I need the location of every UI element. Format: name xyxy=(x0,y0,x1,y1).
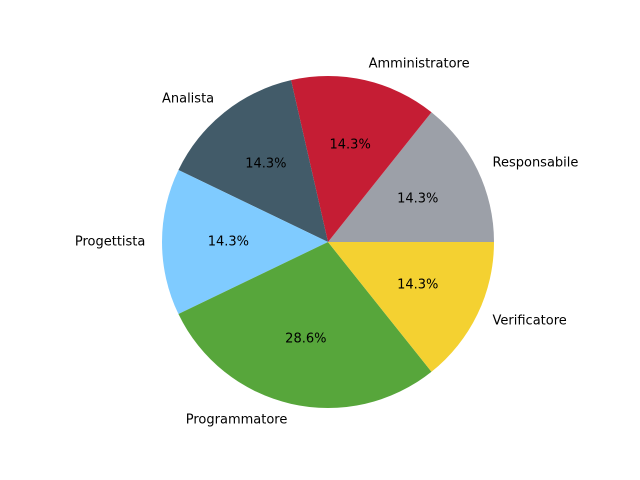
pie-category-label-analista: Analista xyxy=(162,92,214,107)
pie-slice-programmatore xyxy=(178,242,432,408)
pie-percent-label-progettista: 14.3% xyxy=(208,235,249,250)
pie-slice-amministratore xyxy=(291,75,432,242)
pie-category-label-progettista: Progettista xyxy=(75,235,146,250)
pie-percent-label-responsabile: 14.3% xyxy=(397,191,438,206)
pie-percent-label-programmatore: 28.6% xyxy=(285,332,326,347)
slices-layer xyxy=(162,75,494,408)
pie-percent-label-analista: 14.3% xyxy=(245,157,286,172)
pie-category-label-verificatore: Verificatore xyxy=(493,314,567,329)
pie-percent-label-amministratore: 14.3% xyxy=(330,137,371,152)
percent-labels-layer: 14.3% 14.3% 14.3% 14.3% 28.6% 14.3% xyxy=(208,137,439,346)
pie-slice-responsabile xyxy=(328,112,494,242)
category-labels-layer: Responsabile Amministratore Analista Proget… xyxy=(75,56,579,427)
pie-category-label-responsabile: Responsabile xyxy=(493,155,579,170)
pie-percent-label-verificatore: 14.3% xyxy=(397,278,438,293)
pie-slice-verificatore xyxy=(328,242,494,372)
pie-category-label-programmatore: Programmatore xyxy=(186,413,288,428)
pie-category-label-amministratore: Amministratore xyxy=(369,56,470,71)
pie-slice-progettista xyxy=(162,169,328,315)
pie-slice-analista xyxy=(178,80,328,243)
